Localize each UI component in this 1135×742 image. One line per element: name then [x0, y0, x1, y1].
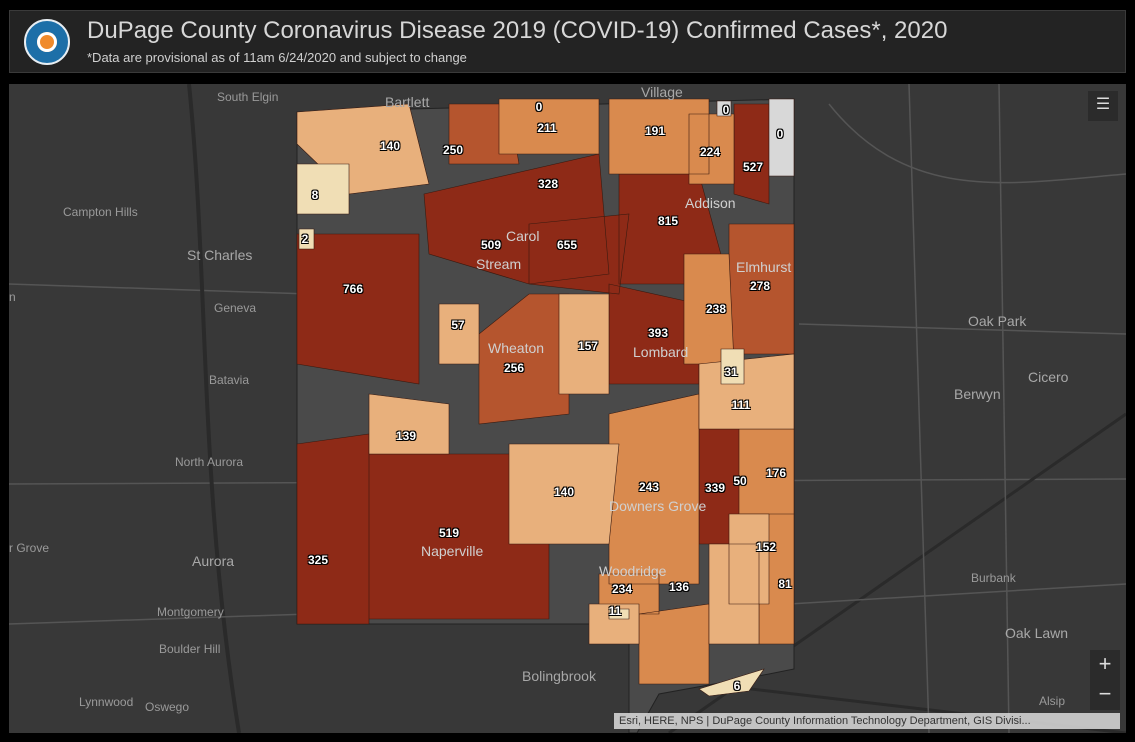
- municipality-label: Stream: [476, 256, 522, 272]
- place-label: Village: [641, 84, 683, 100]
- map-view[interactable]: South Elgin Bartlett Village Campton Hil…: [9, 84, 1126, 733]
- header-bar: DuPage County Coronavirus Disease 2019 (…: [9, 10, 1126, 73]
- municipality-label: Elmhurst: [736, 259, 792, 275]
- county-seal-logo: [24, 19, 70, 65]
- case-count-label: 191: [644, 124, 666, 138]
- place-label: South Elgin: [217, 90, 279, 104]
- case-count-label: 211: [537, 121, 557, 135]
- case-count-label: 766: [342, 282, 364, 296]
- case-count-label: 140: [553, 485, 575, 499]
- place-label: Bolingbrook: [522, 668, 596, 684]
- case-count-label: 0: [535, 100, 543, 114]
- page-title: DuPage County Coronavirus Disease 2019 (…: [87, 17, 948, 44]
- case-count-label: 152: [755, 540, 777, 554]
- place-label: Burbank: [971, 571, 1016, 585]
- case-count-label: 224: [699, 145, 721, 159]
- case-regions: [296, 98, 795, 697]
- place-label: Lynnwood: [79, 695, 134, 709]
- place-label: Geneva: [214, 301, 257, 315]
- place-label: Aurora: [192, 553, 235, 569]
- map-attribution: Esri, HERE, NPS | DuPage County Informat…: [614, 713, 1120, 729]
- municipality-label: Downers Grove: [609, 498, 707, 514]
- region-very-low: [296, 163, 765, 697]
- case-count-label: 655: [556, 238, 578, 252]
- case-count-label: 325: [307, 553, 329, 567]
- case-count-label: 527: [742, 160, 764, 174]
- case-count-label: 519: [438, 526, 460, 540]
- region-low: [296, 103, 795, 645]
- zoom-out-button[interactable]: −: [1090, 680, 1120, 710]
- case-count-label: 140: [379, 139, 401, 153]
- case-count-label: 139: [395, 429, 417, 443]
- case-count-label: 0: [722, 103, 730, 117]
- case-count-label: 2: [301, 232, 309, 246]
- municipality-label: Addison: [685, 195, 736, 211]
- case-count-label: 0: [776, 127, 784, 141]
- page-subtitle: *Data are provisional as of 11am 6/24/20…: [87, 50, 467, 65]
- case-count-label: 81: [778, 577, 792, 591]
- case-count-label: 815: [657, 214, 679, 228]
- place-label: Batavia: [209, 373, 250, 387]
- layers-icon: ☰: [1095, 96, 1111, 113]
- place-label: Boulder Hill: [159, 642, 221, 656]
- case-count-label: 176: [765, 466, 787, 480]
- place-label: Oak Lawn: [1005, 625, 1069, 641]
- municipality-label: Wheaton: [488, 340, 545, 356]
- case-count-label: 256: [503, 361, 525, 375]
- case-count-label: 31: [724, 365, 738, 379]
- municipality-label: Carol: [506, 228, 540, 244]
- region-zero: [716, 98, 795, 177]
- case-count-label: 393: [647, 326, 669, 340]
- case-count-label: 111: [731, 398, 751, 412]
- case-count-label: 157: [577, 339, 599, 353]
- layers-button[interactable]: ☰: [1088, 91, 1118, 121]
- zoom-in-button[interactable]: +: [1090, 650, 1120, 680]
- case-count-label: 238: [705, 302, 727, 316]
- place-label: North Aurora: [175, 455, 244, 469]
- case-count-label: 243: [638, 480, 660, 494]
- place-label: Oak Park: [968, 313, 1027, 329]
- municipality-label: Lombard: [633, 344, 689, 360]
- place-label: St Charles: [187, 247, 253, 263]
- case-count-label: 278: [749, 279, 771, 293]
- case-count-label: 8: [311, 188, 319, 202]
- case-count-label: 136: [668, 580, 690, 594]
- place-label: Cicero: [1028, 369, 1069, 385]
- place-label: Oswego: [145, 700, 190, 714]
- place-label: Bartlett: [385, 94, 430, 110]
- case-count-label: 509: [480, 238, 502, 252]
- place-label: r Grove: [9, 541, 50, 555]
- case-count-label: 339: [704, 481, 726, 495]
- case-count-label: 57: [451, 318, 465, 332]
- case-count-label: 328: [537, 177, 559, 191]
- case-count-label: 250: [442, 143, 464, 157]
- case-count-label: 234: [611, 582, 633, 596]
- case-count-label: 6: [733, 679, 741, 693]
- municipality-label: Naperville: [421, 543, 484, 559]
- case-count-label: 50: [733, 474, 747, 488]
- place-label: Campton Hills: [63, 205, 138, 219]
- municipality-label: Woodridge: [599, 563, 667, 579]
- case-count-label: 11: [608, 604, 622, 618]
- map-canvas: [9, 84, 1126, 733]
- place-label: Alsip: [1039, 694, 1066, 708]
- place-label: Montgomery: [157, 605, 224, 619]
- place-label: Berwyn: [954, 386, 1001, 402]
- place-label: n: [9, 290, 16, 304]
